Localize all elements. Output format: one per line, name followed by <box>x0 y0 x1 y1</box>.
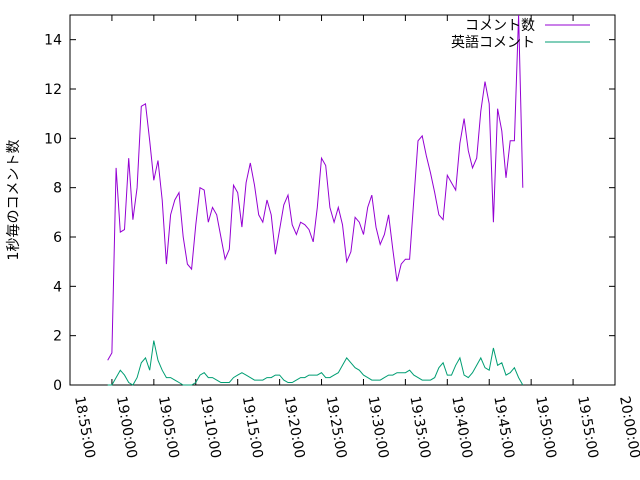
y-tick-label: 4 <box>53 279 62 295</box>
plot-border <box>69 14 616 386</box>
legend-label: 英語コメント <box>451 34 535 51</box>
x-tick-label: 19:25:00 <box>323 395 350 460</box>
x-tick-label: 19:00:00 <box>113 395 140 460</box>
x-tick-label: 19:55:00 <box>574 395 601 460</box>
y-tick-label: 14 <box>44 33 62 49</box>
y-tick-label: 6 <box>53 230 62 246</box>
x-tick-label: 19:35:00 <box>406 395 433 460</box>
y-axis-label: 1秒毎のコメント数 <box>6 140 22 261</box>
tick-marks <box>69 15 616 386</box>
series-line-0 <box>107 14 524 361</box>
series-line-1 <box>107 340 524 386</box>
x-tick-label: 19:10:00 <box>197 395 224 460</box>
x-tick-label: 19:15:00 <box>239 395 266 460</box>
y-tick-label: 12 <box>44 82 62 98</box>
x-tick-label: 19:30:00 <box>365 395 392 460</box>
y-tick-label: 10 <box>44 131 62 147</box>
y-tick-label: 0 <box>53 378 62 394</box>
x-tick-label: 19:40:00 <box>448 395 475 460</box>
y-tick-labels: 0 2 4 6 8 10 12 14 <box>44 33 62 394</box>
x-tick-label: 19:45:00 <box>490 395 517 460</box>
y-tick-label: 8 <box>53 181 62 197</box>
legend-label: コメント数 <box>465 18 535 34</box>
x-tick-label: 18:55:00 <box>71 395 98 460</box>
x-tick-labels: 18:55:00 19:00:00 19:05:00 19:10:00 19:15:00… <box>71 395 640 460</box>
x-tick-label: 20:00:00 <box>616 395 640 460</box>
x-tick-label: 19:50:00 <box>532 395 559 460</box>
axes <box>69 14 616 386</box>
series-lines <box>107 14 524 386</box>
y-tick-label: 2 <box>53 329 62 345</box>
x-tick-label: 19:05:00 <box>155 395 182 460</box>
x-tick-label: 19:20:00 <box>281 395 308 460</box>
